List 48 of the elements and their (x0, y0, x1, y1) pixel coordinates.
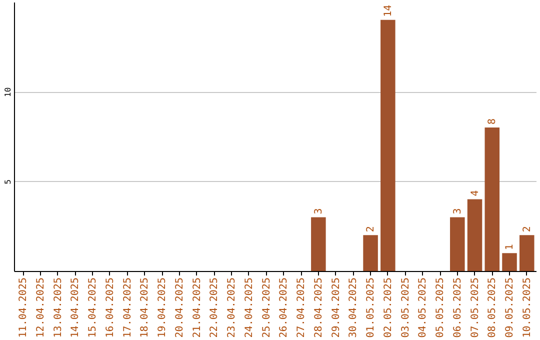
x-tick-label: 06.05.2025 (452, 278, 464, 338)
x-tick-label: 24.04.2025 (244, 278, 255, 338)
x-tick-label: 15.04.2025 (88, 278, 99, 338)
x-tick-label: 27.04.2025 (296, 278, 308, 338)
x-tick-label: 14.04.2025 (70, 278, 82, 338)
data-label: 3 (313, 208, 324, 214)
bar (450, 217, 465, 271)
x-tick-label: 16.04.2025 (104, 278, 116, 338)
data-label: 8 (487, 118, 498, 125)
x-tick-label: 07.05.2025 (470, 278, 481, 338)
x-tick-label: 04.05.2025 (418, 278, 429, 338)
x-tick-label: 18.04.2025 (140, 278, 151, 338)
data-label: 3 (452, 208, 464, 214)
bar (380, 20, 396, 271)
x-tick-label: 21.04.2025 (192, 278, 203, 338)
x-tick-label: 08.05.2025 (487, 278, 498, 338)
x-tick-label: 12.04.2025 (35, 278, 46, 338)
x-tick-label: 22.04.2025 (209, 278, 220, 338)
x-tick-label: 10.05.2025 (522, 278, 533, 338)
bar (311, 217, 326, 271)
x-tick-label: 01.05.2025 (366, 278, 377, 338)
x-tick-label: 17.04.2025 (122, 278, 134, 338)
x-tick-label: 03.05.2025 (400, 278, 412, 338)
bar (502, 253, 517, 271)
bar (363, 235, 378, 271)
x-tick-label: 23.04.2025 (226, 278, 238, 338)
y-tick-label: 10 (4, 87, 12, 97)
x-tick-label: 30.04.2025 (348, 278, 360, 338)
x-tick-label: 09.05.2025 (504, 278, 516, 338)
x-tick-label: 29.04.2025 (330, 278, 342, 338)
x-tick-label: 11.04.2025 (18, 278, 30, 338)
x-tick-label: 20.04.2025 (174, 278, 186, 338)
x-tick-label: 05.05.2025 (435, 278, 446, 338)
x-tick-label: 28.04.2025 (313, 278, 324, 338)
y-tick-label: 5 (4, 179, 12, 184)
x-tick-label: 02.05.2025 (382, 278, 394, 338)
x-tick-label: 26.04.2025 (278, 278, 290, 338)
data-label: 2 (366, 226, 377, 232)
data-label: 14 (382, 4, 394, 17)
x-tick-label: 25.04.2025 (261, 278, 272, 338)
bar (484, 128, 500, 271)
data-label: 2 (522, 226, 533, 232)
bar (520, 235, 534, 271)
x-tick-label: 19.04.2025 (157, 278, 168, 338)
data-label: 1 (504, 244, 516, 250)
bar (467, 199, 482, 271)
data-label: 4 (470, 190, 481, 196)
x-tick-label: 13.04.2025 (52, 278, 64, 338)
